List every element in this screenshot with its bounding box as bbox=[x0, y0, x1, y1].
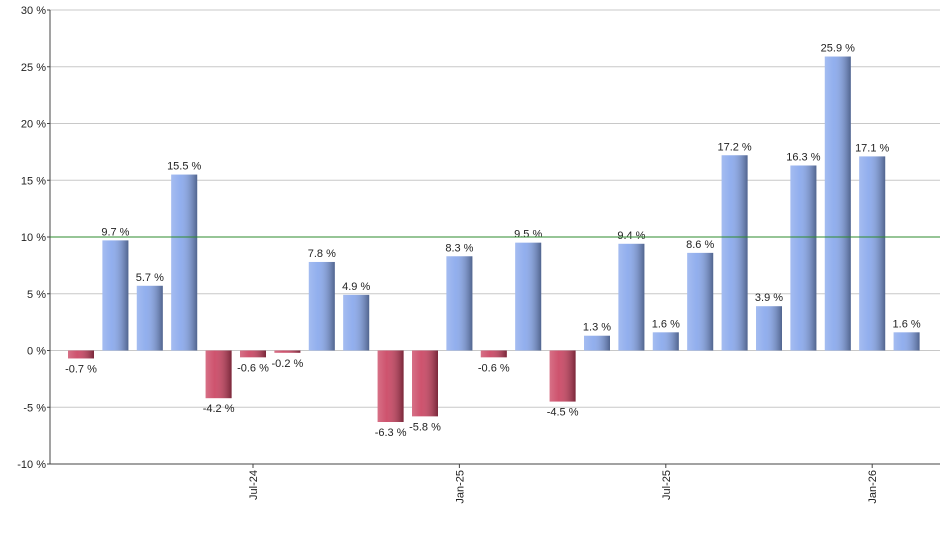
bar-shade bbox=[274, 350, 301, 353]
value-label: -4.5 % bbox=[547, 407, 579, 419]
value-label: 7.8 % bbox=[308, 248, 336, 260]
x-tick-label: Jul-24 bbox=[248, 470, 260, 500]
bar-shade bbox=[790, 165, 817, 351]
value-label: 25.9 % bbox=[821, 43, 855, 55]
bar-shade bbox=[721, 155, 748, 351]
value-label: -5.8 % bbox=[409, 421, 441, 433]
bar-shade bbox=[549, 350, 576, 402]
value-label: 15.5 % bbox=[167, 161, 201, 173]
value-label: -0.2 % bbox=[272, 358, 304, 370]
bar-shade bbox=[205, 350, 232, 399]
y-tick-label: 0 % bbox=[27, 346, 46, 358]
value-label: -4.2 % bbox=[203, 403, 235, 415]
y-tick-label: 20 % bbox=[21, 119, 46, 131]
value-label: 1.3 % bbox=[583, 322, 611, 334]
y-tick-label: 25 % bbox=[21, 62, 46, 74]
bar-shade bbox=[824, 56, 851, 351]
bar-shade bbox=[687, 252, 714, 351]
value-label: 9.7 % bbox=[101, 226, 129, 238]
x-tick-label: Jan-25 bbox=[454, 470, 466, 504]
y-tick-label: -10 % bbox=[17, 459, 46, 471]
bar-shade bbox=[584, 335, 610, 351]
bar-shade bbox=[618, 243, 645, 351]
bar-shade bbox=[171, 174, 198, 351]
bar-shade bbox=[308, 261, 335, 351]
bar-shade bbox=[412, 350, 438, 417]
bar-shade bbox=[377, 350, 404, 423]
bar-shade bbox=[446, 256, 473, 351]
x-tick-label: Jan-26 bbox=[867, 470, 879, 504]
value-label: 9.4 % bbox=[617, 230, 645, 242]
bar-shade bbox=[136, 285, 163, 351]
bar-shade bbox=[480, 350, 507, 358]
bar-shade bbox=[343, 294, 370, 351]
y-tick-label: 10 % bbox=[21, 232, 46, 244]
value-label: 4.9 % bbox=[342, 281, 370, 293]
bar-shade bbox=[756, 306, 782, 351]
value-label: -0.7 % bbox=[65, 363, 97, 375]
value-label: -0.6 % bbox=[478, 362, 510, 374]
value-label: 1.6 % bbox=[893, 318, 921, 330]
y-tick-label: 15 % bbox=[21, 175, 46, 187]
bar-shade bbox=[515, 242, 542, 351]
bar-shade bbox=[859, 156, 886, 351]
value-label: 17.1 % bbox=[855, 142, 889, 154]
x-tick-label: Jul-25 bbox=[661, 470, 673, 500]
bar-shade bbox=[102, 240, 129, 351]
y-tick-label: 5 % bbox=[27, 289, 46, 301]
value-label: 1.6 % bbox=[652, 318, 680, 330]
bar-shade bbox=[68, 350, 94, 359]
value-label: 8.3 % bbox=[445, 242, 473, 254]
y-tick-label: -5 % bbox=[23, 402, 46, 414]
value-label: 17.2 % bbox=[717, 141, 751, 153]
bar-shade bbox=[893, 332, 920, 351]
bar-shade bbox=[240, 350, 266, 358]
value-label: -0.6 % bbox=[237, 362, 269, 374]
y-tick-label: 30 % bbox=[21, 5, 46, 17]
value-label: -6.3 % bbox=[375, 427, 407, 439]
value-label: 16.3 % bbox=[786, 151, 820, 163]
value-label: 5.7 % bbox=[136, 272, 164, 284]
value-label: 3.9 % bbox=[755, 292, 783, 304]
value-label: 8.6 % bbox=[686, 239, 714, 251]
value-label: 9.5 % bbox=[514, 229, 542, 241]
bar-shade bbox=[652, 332, 679, 351]
